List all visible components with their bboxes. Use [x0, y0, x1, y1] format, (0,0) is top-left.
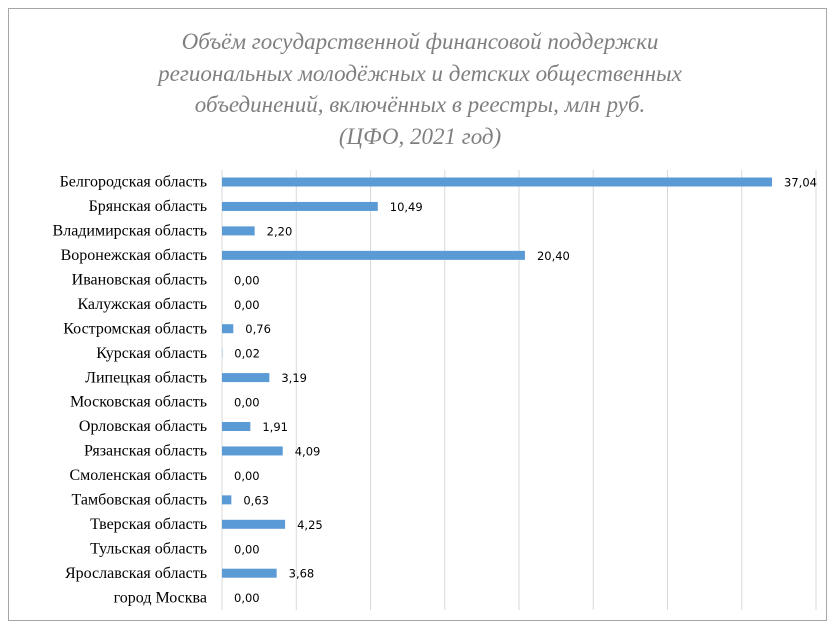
value-label: 20,40	[537, 249, 570, 263]
value-label: 0,00	[234, 396, 260, 410]
y-tick-label: Смоленская область	[69, 467, 207, 484]
value-label: 3,68	[289, 567, 315, 581]
value-label: 1,91	[262, 420, 288, 434]
bar	[222, 250, 525, 260]
value-label: 0,76	[245, 322, 271, 336]
bar	[222, 177, 773, 187]
y-tick-label: Тверская область	[90, 516, 207, 533]
y-tick-label: город Москва	[114, 589, 207, 606]
y-tick-label: Орловская область	[79, 418, 207, 435]
y-tick-label: Калужская область	[77, 296, 207, 313]
bar	[222, 201, 378, 211]
y-tick-label: Ивановская область	[72, 271, 207, 288]
bar	[222, 446, 283, 456]
chart-border	[8, 8, 827, 621]
bar	[222, 324, 234, 334]
bar	[222, 422, 251, 431]
y-tick-label: Липецкая область	[85, 369, 207, 386]
value-label: 0,00	[234, 591, 260, 605]
bar	[222, 568, 277, 578]
bar	[222, 373, 270, 383]
value-label: 37,04	[784, 176, 817, 190]
chart-title: Объём государственной финансовой поддерж…	[158, 29, 682, 149]
value-label: 10,49	[390, 200, 423, 214]
y-tick-label: Тамбовская область	[71, 492, 207, 509]
value-label: 3,19	[281, 371, 307, 385]
value-label: 4,25	[297, 518, 323, 532]
value-label: 0,63	[243, 493, 269, 507]
bar	[222, 519, 286, 529]
y-tick-label: Воронежская область	[61, 247, 207, 264]
y-tick-label: Белгородская область	[60, 174, 207, 191]
value-label: 0,00	[234, 542, 260, 556]
y-tick-label: Рязанская область	[84, 443, 207, 460]
value-label: 0,00	[234, 469, 260, 483]
value-label: 2,20	[267, 224, 293, 238]
y-tick-label: Брянская область	[89, 198, 207, 215]
y-tick-label: Московская область	[70, 394, 207, 411]
y-tick-label: Тульская область	[90, 540, 207, 557]
value-label: 0,00	[234, 298, 260, 312]
value-label: 4,09	[295, 444, 321, 458]
y-tick-label: Ярославская область	[65, 565, 207, 582]
value-label: 0,00	[234, 273, 260, 287]
y-tick-label: Владимирская область	[53, 223, 207, 240]
y-tick-label: Курская область	[96, 345, 207, 362]
bar	[222, 226, 255, 236]
value-label: 0,02	[234, 347, 260, 361]
y-tick-label: Костромская область	[63, 320, 207, 337]
bar	[222, 495, 232, 505]
